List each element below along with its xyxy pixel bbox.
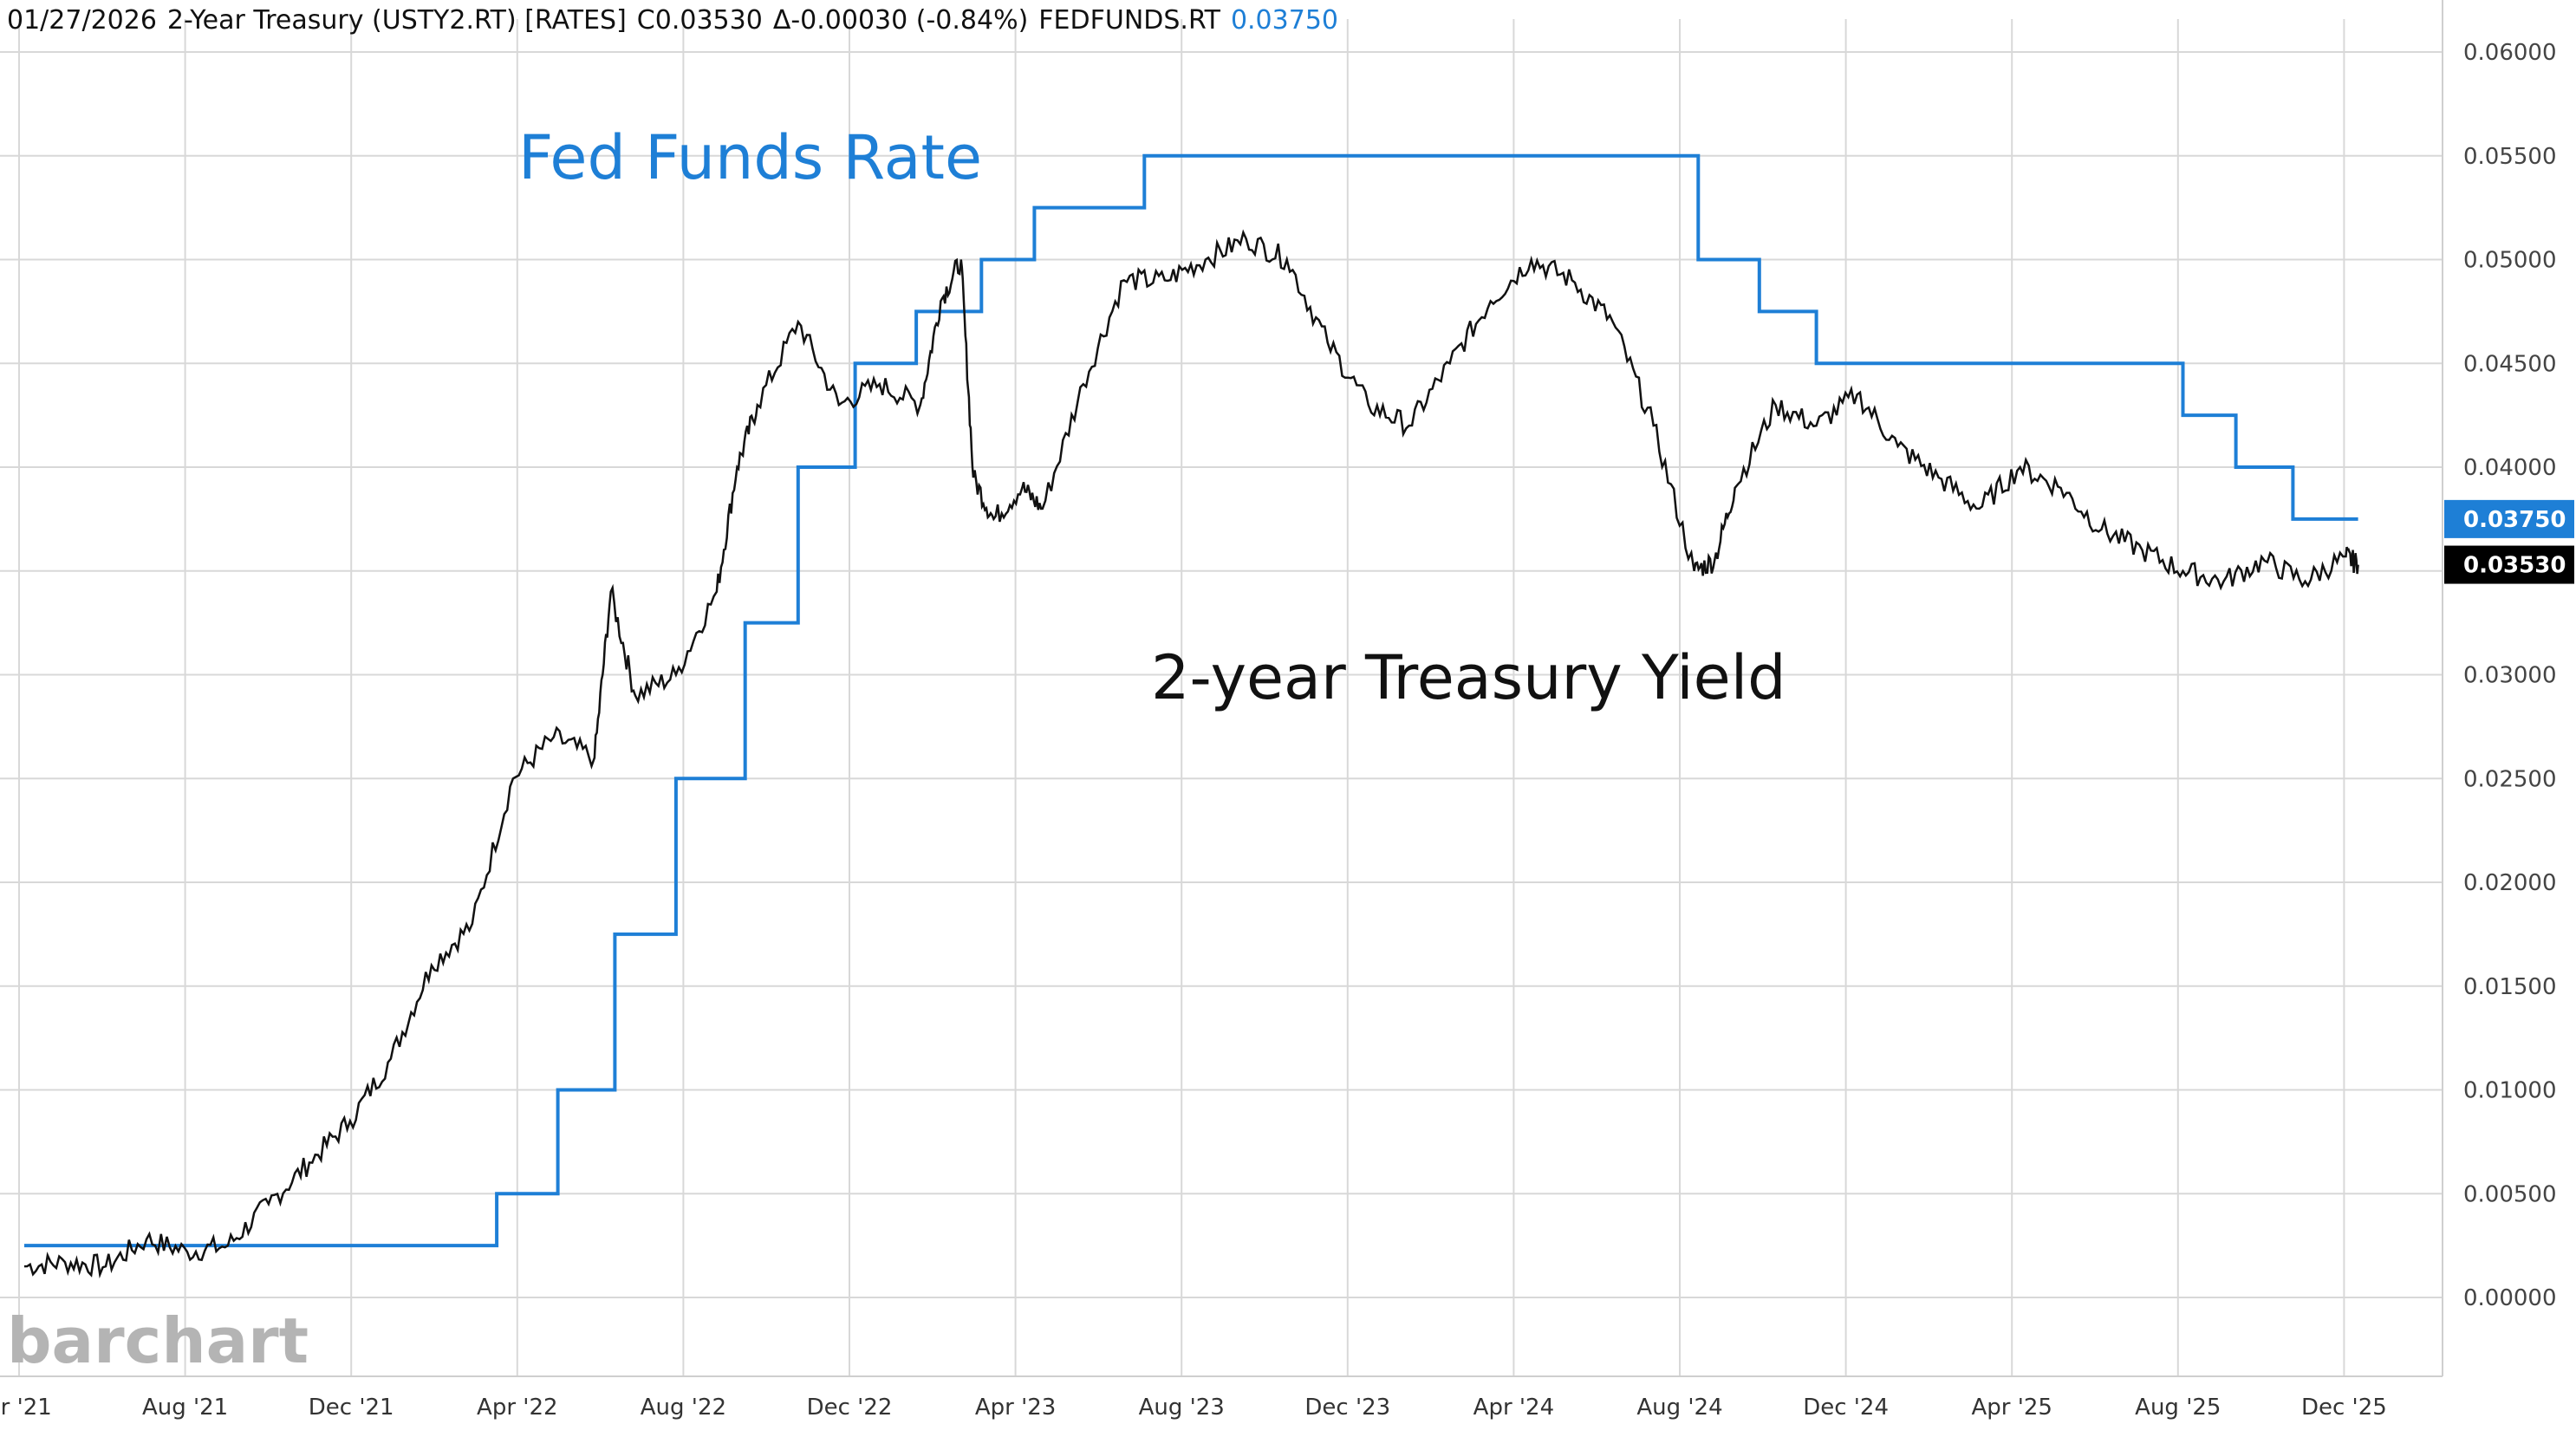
series-line-fed-funds bbox=[24, 153, 2358, 1248]
vertical-gridlines bbox=[18, 19, 2345, 1376]
price-tag-fed-value: 0.03750 bbox=[2463, 507, 2566, 533]
x-tick-label: Aug '25 bbox=[2135, 1395, 2221, 1421]
price-tag-treasury-background bbox=[2444, 545, 2574, 584]
x-tick-label: Apr '22 bbox=[477, 1395, 557, 1421]
x-tick-label: Dec '22 bbox=[807, 1395, 893, 1421]
annotation-2y-treasury-yield: 2-year Treasury Yield bbox=[1151, 642, 1786, 713]
x-tick-label: pr '21 bbox=[0, 1395, 52, 1421]
chart-header: 01/27/2026 2-Year Treasury (USTY2.RT) [RA… bbox=[7, 5, 1349, 36]
x-tick-label: Apr '24 bbox=[1473, 1395, 1554, 1421]
x-tick-label: Aug '22 bbox=[641, 1395, 726, 1421]
y-tick-label: 0.04500 bbox=[2463, 351, 2557, 377]
y-axis-labels: 0.060000.055000.050000.045000.040000.035… bbox=[2463, 40, 2557, 1311]
y-tick-label: 0.00500 bbox=[2463, 1181, 2557, 1207]
price-tag-fed-background bbox=[2444, 499, 2574, 538]
x-tick-label: Dec '24 bbox=[1803, 1395, 1889, 1421]
header-change: Δ-0.00030 (-0.84%) bbox=[772, 5, 1029, 36]
x-tick-label: Dec '21 bbox=[309, 1395, 394, 1421]
y-tick-label: 0.05000 bbox=[2463, 248, 2557, 274]
price-tag-fed: 0.03750 bbox=[2444, 499, 2574, 538]
y-tick-label: 0.00000 bbox=[2463, 1285, 2557, 1311]
y-tick-label: 0.06000 bbox=[2463, 40, 2557, 66]
x-tick-label: Apr '23 bbox=[975, 1395, 1056, 1421]
y-tick-label: 0.04000 bbox=[2463, 455, 2557, 481]
x-tick-label: Aug '23 bbox=[1139, 1395, 1225, 1421]
header-close: C0.03530 bbox=[636, 5, 763, 36]
x-tick-label: Dec '23 bbox=[1304, 1395, 1390, 1421]
y-tick-label: 0.01500 bbox=[2463, 974, 2557, 1000]
y-tick-label: 0.05500 bbox=[2463, 144, 2557, 170]
x-tick-label: Apr '25 bbox=[1971, 1395, 2052, 1421]
header-date: 01/27/2026 bbox=[7, 5, 157, 36]
y-tick-label: 0.02000 bbox=[2463, 870, 2557, 896]
header-fed-symbol: FEDFUNDS.RT bbox=[1038, 5, 1220, 36]
y-tick-label: 0.03000 bbox=[2463, 663, 2557, 689]
price-tag-treasury-value: 0.03530 bbox=[2463, 553, 2566, 579]
y-tick-label: 0.02500 bbox=[2463, 766, 2557, 792]
barchart-watermark: barchart bbox=[7, 1304, 309, 1377]
price-tag-treasury: 0.03530 bbox=[2444, 545, 2574, 584]
annotation-fed-funds-rate: Fed Funds Rate bbox=[518, 122, 982, 193]
header-fed-value: 0.03750 bbox=[1230, 5, 1338, 36]
x-tick-label: Aug '21 bbox=[142, 1395, 228, 1421]
x-tick-label: Aug '24 bbox=[1636, 1395, 1722, 1421]
x-tick-label: Dec '25 bbox=[2301, 1395, 2387, 1421]
y-tick-label: 0.01000 bbox=[2463, 1078, 2557, 1104]
series-line-2y-treasury bbox=[23, 229, 2359, 1279]
header-instrument: 2-Year Treasury (USTY2.RT) [RATES] bbox=[166, 5, 627, 36]
x-axis-labels: pr '21 Aug '21 Dec '21 Apr '22 Aug '22 Dec '2… bbox=[0, 1395, 2387, 1421]
